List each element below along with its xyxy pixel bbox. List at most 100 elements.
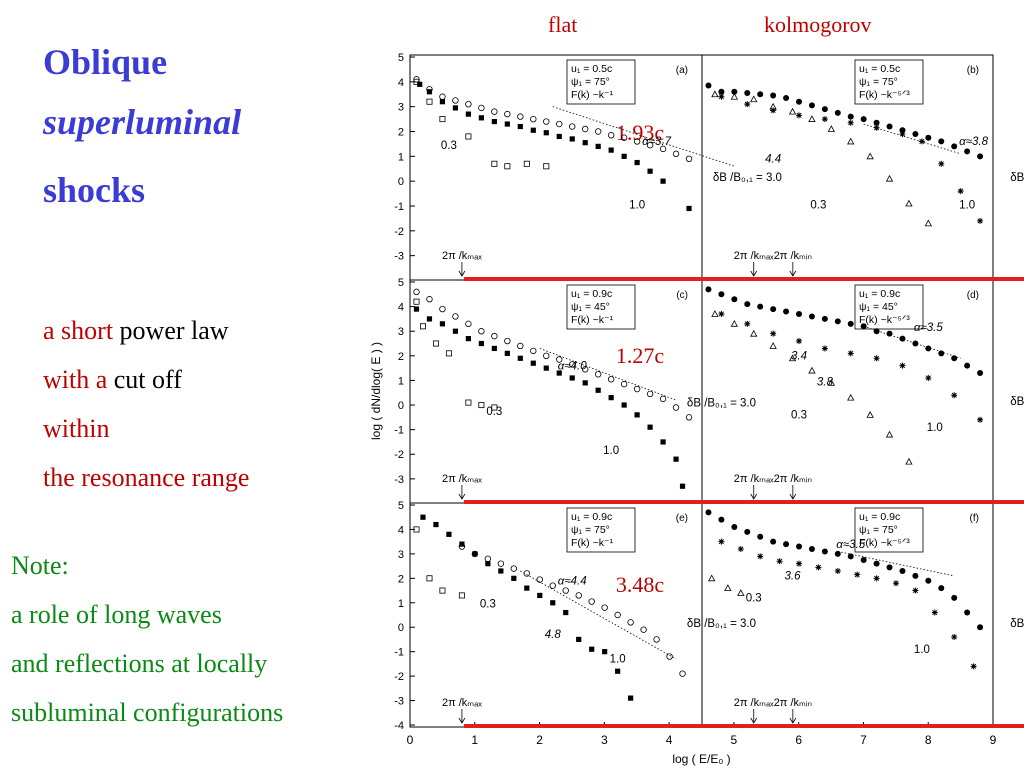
data-point [543,130,549,136]
annotation-label: 0.3 [480,599,496,611]
data-point [705,509,712,516]
panel-label: (f) [970,513,979,524]
power-law-fit [552,106,735,167]
data-point [757,553,764,560]
data-point [530,115,537,123]
x-tick-label: 4 [666,733,673,747]
column-header-flat: flat [548,12,578,37]
data-point [718,516,725,523]
annotation-label: 4.4 [765,154,781,166]
data-point [607,132,615,139]
data-point [497,560,505,567]
data-point [757,303,764,310]
data-point [757,91,764,98]
parameter-box-line: ψ₁ = 75° [859,524,898,536]
data-point [808,313,815,320]
data-point [439,116,446,123]
data-point [458,592,465,599]
kmin-label: 2π /kₘᵢₙ [774,473,812,485]
parameter-box-line: F(k) ~k⁻¹ [571,89,613,101]
data-point [873,124,880,131]
data-point [510,565,518,572]
x-tick-label: 3 [601,733,608,747]
annotation-label: δB /B₀,₁ = 3.0 [713,172,782,184]
data-point [931,609,938,616]
data-point [471,550,479,558]
data-point [808,102,815,109]
data-point [705,286,712,293]
data-point [465,335,471,342]
data-point [744,301,751,308]
data-point [770,538,777,545]
data-point [491,118,497,125]
data-point [478,340,484,347]
data-point [905,457,913,465]
parameter-box-line: F(k) ~k⁻¹ [571,314,613,326]
y-tick-label: 1 [398,375,404,387]
kmin-label: 2π /kₘᵢₙ [774,697,812,709]
data-point [472,551,478,557]
annotation-label: 0.3 [791,410,807,422]
data-point [633,385,641,393]
data-point [588,598,595,605]
description-line-1-emph: a short [43,316,114,345]
y-tick-label: -2 [394,449,404,461]
data-point [530,347,537,355]
data-point [770,92,777,99]
y-tick-label: 0 [398,622,404,634]
data-point [673,456,679,462]
data-point [556,120,563,128]
data-point [796,560,802,567]
data-point [708,574,716,582]
data-point [769,342,777,349]
data-point [899,568,906,574]
data-point [757,533,764,540]
data-point [659,395,667,403]
data-point [977,624,984,631]
annotation-label: α≈3.7 [642,136,671,148]
slide-title-line-3: shocks [43,170,146,210]
terminal-speed-label: 1.27c [616,343,665,368]
data-point [439,93,446,100]
data-point [452,328,459,334]
data-point [575,592,582,599]
data-point [660,439,666,445]
data-point [517,342,524,350]
parameter-box-line: ψ₁ = 75° [571,76,610,88]
data-point [847,350,854,357]
data-point [478,328,485,335]
kmax-label: 2π /kₘₐₓ [734,697,774,709]
parameter-box [854,284,924,330]
annotation-label: δB /B₀,₁ = 3.0 [687,618,756,630]
kmin-arrowhead [789,493,797,500]
annotation-label: 0.3 [486,406,502,418]
data-point [886,564,893,571]
data-point [426,98,433,105]
data-point [465,133,472,140]
kmin-label: 2π /kₘᵢₙ [774,250,812,262]
data-point [847,320,854,327]
data-point [601,604,608,611]
data-point [821,106,828,113]
data-point [417,81,423,87]
description-line-3: within [43,416,109,442]
data-point [426,296,433,303]
kmax-label: 2π /kₘₐₓ [442,697,482,709]
data-point [595,387,601,393]
data-point [886,123,893,130]
data-point [834,550,841,557]
note-line-4: subluminal configurations [11,698,284,727]
x-tick-label: 7 [860,733,867,747]
data-point [847,119,854,126]
data-point [924,219,933,227]
data-point [957,188,964,195]
data-point [413,298,420,305]
data-point [419,323,426,330]
annotation-label: 3.6 [785,571,802,583]
data-point [608,395,614,401]
annotation-label: 1.0 [603,445,619,457]
data-point [893,580,899,587]
data-point [847,137,855,145]
parameter-box-line: ψ₁ = 75° [859,76,898,88]
data-point [796,543,802,550]
